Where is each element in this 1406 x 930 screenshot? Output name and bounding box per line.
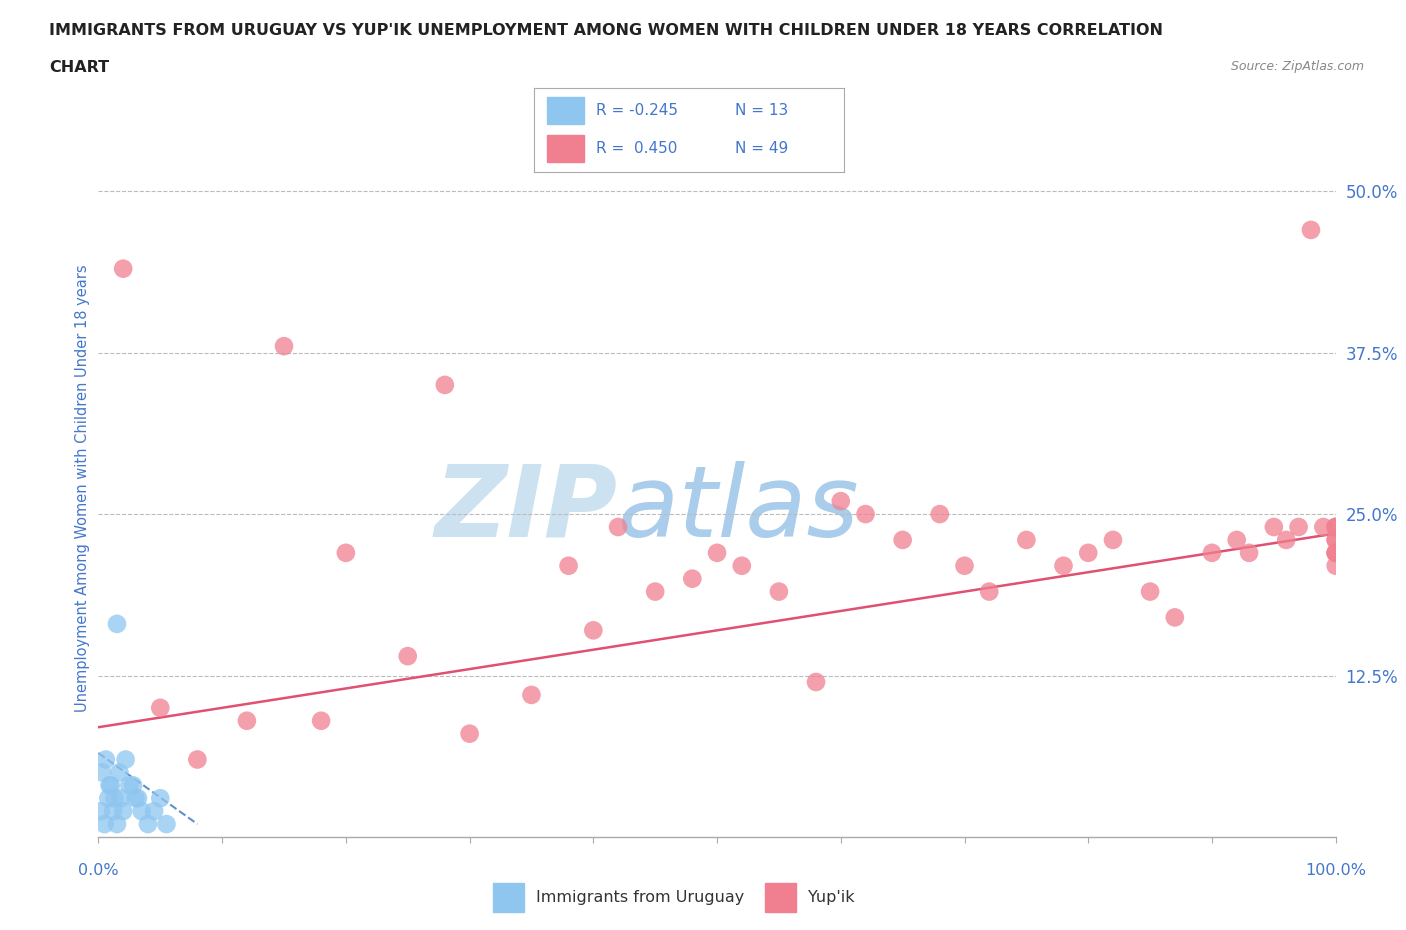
Point [804, 674, 827, 689]
Text: N = 13: N = 13 [735, 102, 789, 117]
Point [1324, 545, 1347, 560]
Point [108, 765, 131, 780]
Point [112, 804, 135, 818]
Point [458, 726, 481, 741]
Point [644, 584, 666, 599]
Point [155, 817, 177, 831]
Text: ZIP: ZIP [434, 460, 619, 558]
Point [91, 765, 114, 780]
Text: 0.0%: 0.0% [79, 863, 118, 878]
Text: Source: ZipAtlas.com: Source: ZipAtlas.com [1230, 60, 1364, 73]
Point [149, 790, 172, 805]
Point [124, 790, 146, 805]
Point [93, 817, 115, 831]
Point [1015, 533, 1038, 548]
Point [1164, 610, 1187, 625]
Point [1052, 558, 1074, 573]
Point [1324, 545, 1347, 560]
Point [928, 507, 950, 522]
Text: CHART: CHART [49, 60, 110, 75]
Point [768, 584, 790, 599]
Text: Yup'ik: Yup'ik [808, 890, 855, 905]
Text: IMMIGRANTS FROM URUGUAY VS YUP'IK UNEMPLOYMENT AMONG WOMEN WITH CHILDREN UNDER 1: IMMIGRANTS FROM URUGUAY VS YUP'IK UNEMPL… [49, 23, 1163, 38]
Point [582, 623, 605, 638]
Bar [765, 883, 796, 912]
Text: R = -0.245: R = -0.245 [596, 102, 678, 117]
Text: Immigrants from Uruguay: Immigrants from Uruguay [536, 890, 744, 905]
Point [105, 617, 128, 631]
Point [1324, 533, 1347, 548]
Point [103, 804, 125, 818]
Text: N = 49: N = 49 [735, 141, 789, 156]
Point [731, 558, 754, 573]
Point [149, 700, 172, 715]
Point [433, 378, 456, 392]
Point [1324, 533, 1347, 548]
Y-axis label: Unemployment Among Women with Children Under 18 years: Unemployment Among Women with Children U… [75, 264, 90, 712]
Point [557, 558, 579, 573]
Point [273, 339, 295, 353]
Point [236, 713, 259, 728]
Point [118, 777, 141, 792]
Point [891, 533, 914, 548]
Point [112, 261, 135, 276]
Point [122, 777, 145, 792]
Text: R =  0.450: R = 0.450 [596, 141, 678, 156]
Point [396, 649, 419, 664]
Point [681, 571, 703, 586]
Point [1324, 545, 1347, 560]
Point [131, 804, 153, 818]
Point [1226, 533, 1249, 548]
Point [335, 545, 357, 560]
Point [100, 777, 122, 792]
Point [127, 790, 149, 805]
Point [1324, 520, 1347, 535]
Point [953, 558, 976, 573]
Point [1275, 533, 1298, 548]
Point [105, 817, 128, 831]
Point [1237, 545, 1260, 560]
Bar [547, 97, 583, 124]
Point [1102, 533, 1125, 548]
Point [1288, 520, 1310, 535]
Point [979, 584, 1001, 599]
Text: atlas: atlas [619, 460, 859, 558]
Bar [492, 883, 523, 912]
Point [309, 713, 332, 728]
Point [136, 817, 159, 831]
Point [1312, 520, 1334, 535]
Point [103, 790, 125, 805]
Text: 100.0%: 100.0% [1305, 863, 1367, 878]
Point [830, 494, 852, 509]
Point [1139, 584, 1161, 599]
Point [1324, 520, 1347, 535]
Point [94, 752, 117, 767]
Point [706, 545, 728, 560]
Point [143, 804, 166, 818]
Point [1299, 222, 1322, 237]
Point [97, 790, 120, 805]
Bar [547, 135, 583, 162]
Point [607, 520, 630, 535]
Point [98, 777, 121, 792]
Point [1324, 520, 1347, 535]
Point [520, 687, 543, 702]
Point [110, 790, 132, 805]
Point [1201, 545, 1223, 560]
Point [1324, 558, 1347, 573]
Point [855, 507, 877, 522]
Point [114, 752, 136, 767]
Point [186, 752, 208, 767]
Point [1263, 520, 1285, 535]
Point [1077, 545, 1099, 560]
Point [90, 804, 112, 818]
